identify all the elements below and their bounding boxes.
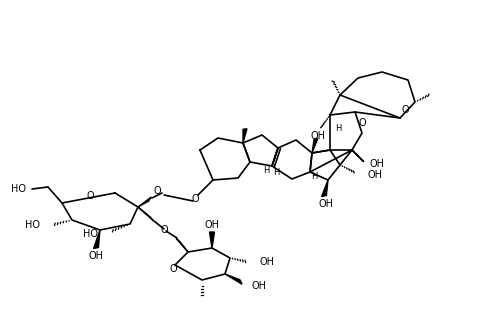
Text: OH: OH bbox=[368, 170, 383, 180]
Text: H: H bbox=[273, 168, 279, 177]
Text: H: H bbox=[263, 165, 269, 175]
Text: O: O bbox=[169, 264, 177, 274]
Polygon shape bbox=[225, 274, 242, 284]
Polygon shape bbox=[352, 150, 364, 162]
Text: H: H bbox=[335, 124, 341, 133]
Text: H: H bbox=[311, 172, 317, 181]
Polygon shape bbox=[138, 207, 154, 221]
Text: OH: OH bbox=[251, 281, 266, 291]
Text: OH: OH bbox=[310, 131, 325, 141]
Text: HO: HO bbox=[25, 220, 40, 230]
Polygon shape bbox=[93, 230, 100, 249]
Text: O: O bbox=[160, 225, 168, 235]
Polygon shape bbox=[176, 239, 188, 252]
Polygon shape bbox=[138, 197, 151, 207]
Polygon shape bbox=[321, 180, 328, 197]
Text: OH: OH bbox=[260, 257, 275, 267]
Polygon shape bbox=[243, 129, 247, 143]
Text: OH: OH bbox=[205, 220, 220, 230]
Text: OH: OH bbox=[88, 251, 103, 261]
Text: O: O bbox=[358, 118, 366, 128]
Text: O: O bbox=[191, 194, 199, 204]
Text: O: O bbox=[401, 105, 409, 115]
Polygon shape bbox=[312, 138, 318, 153]
Text: HO: HO bbox=[11, 184, 26, 194]
Text: OH: OH bbox=[318, 199, 333, 209]
Text: OH: OH bbox=[370, 159, 385, 169]
Polygon shape bbox=[210, 232, 215, 248]
Text: O: O bbox=[153, 186, 161, 196]
Text: HO: HO bbox=[83, 229, 98, 239]
Text: O: O bbox=[87, 191, 94, 201]
